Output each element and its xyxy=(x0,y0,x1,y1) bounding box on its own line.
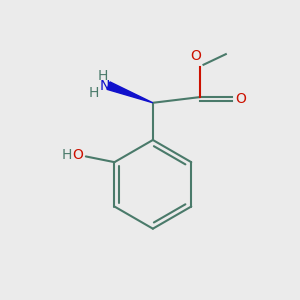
Text: O: O xyxy=(235,92,246,106)
Text: H: H xyxy=(98,69,108,82)
Polygon shape xyxy=(107,82,153,103)
Text: N: N xyxy=(100,80,110,94)
Text: H: H xyxy=(88,86,98,100)
Text: O: O xyxy=(190,49,201,63)
Text: H: H xyxy=(61,148,71,162)
Text: O: O xyxy=(73,148,84,162)
